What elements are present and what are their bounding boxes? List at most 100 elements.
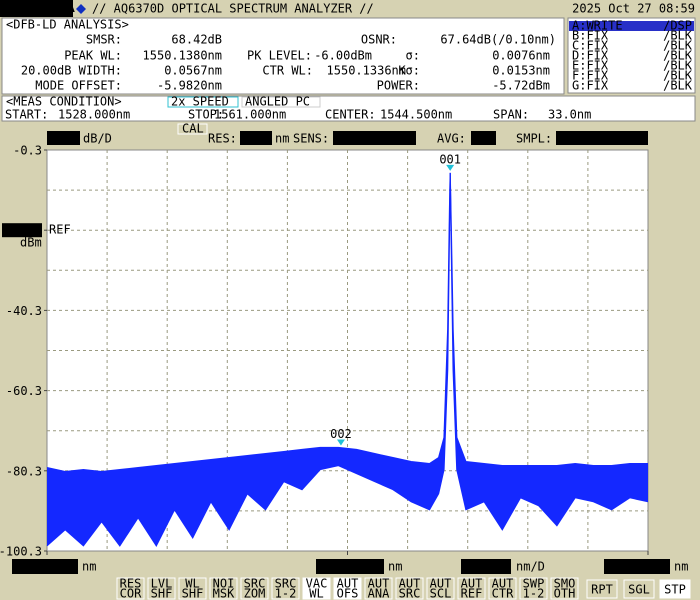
soft-key[interactable] [488,577,517,600]
soft-key-label: SMO [554,577,576,591]
meas-label: CENTER: [325,108,376,122]
x-tick-label-box [12,559,78,574]
analysis-value: 0.0076nm [492,49,550,63]
soft-key[interactable] [178,577,207,600]
trace-mode: /BLK [663,69,693,83]
meas-label: SPAN: [493,108,529,122]
trace-mode: /BLK [663,39,693,53]
res-unit: nm [275,132,289,146]
trace-label: B:FIX [572,29,609,43]
soft-key[interactable] [519,577,548,600]
marker [336,439,345,446]
soft-key-label: SRC [275,577,297,591]
soft-key-label: SHF [182,587,204,600]
meas-value: 1528.000nm [58,108,130,122]
soft-key-label: OTH [554,587,576,600]
meas-value: 1544.500nm [380,108,452,122]
soft-key-label: SRC [244,577,266,591]
x-per-div: 3.30 [479,560,508,574]
soft-key[interactable] [209,577,238,600]
meas-title: <MEAS CONDITION> [6,95,122,109]
soft-key-label: RES [120,577,142,591]
soft-key-label: AUT [399,577,421,591]
y-tick-label: -60.3 [6,384,42,398]
soft-key-label: WL [309,587,323,600]
sweep-key[interactable] [659,579,691,599]
soft-key-label: AUT [368,577,390,591]
y-tick-label: -0.3 [13,144,42,158]
soft-key[interactable] [426,577,455,600]
soft-key-label: AUT [461,577,483,591]
x-tick-label: 1544.500 [323,560,381,574]
soft-key-label: 1-2 [275,587,297,600]
soft-key[interactable] [395,577,424,600]
smpl-label: SMPL: [516,132,552,146]
meas-label: STOP: [188,108,224,122]
trace-label: D:FIX [572,49,609,63]
soft-key-label: AUT [430,577,452,591]
analysis-label: Kσ: [398,64,420,78]
scale-box [47,131,80,145]
trace-fill [47,172,648,546]
sweep-key[interactable] [623,579,655,599]
y-tick-label: -40.3 [6,304,42,318]
soft-key-label: SWP [523,577,545,591]
soft-key-label: ANA [368,587,390,600]
soft-key[interactable] [147,577,176,600]
x-unit: nm [674,560,688,574]
soft-key[interactable] [364,577,393,600]
sens-label: SENS: [293,132,329,146]
trace-mode: /BLK [663,79,693,93]
soft-key-label: WL [185,577,199,591]
x-tick-label-box [316,559,384,574]
analysis-value: -6.00dBm [314,49,372,63]
marker-label: 001 [439,152,461,166]
trace-label: C:FIX [572,39,609,53]
soft-key[interactable] [240,577,269,600]
analysis-title: <DFB-LD ANALYSIS> [6,18,129,32]
analysis-label: OSNR: [361,33,397,47]
y-tick-label: -80.3 [6,464,42,478]
soft-key[interactable] [457,577,486,600]
x-per-div-box [461,559,511,574]
soft-key[interactable] [333,577,362,600]
analysis-label: POWER: [377,79,420,93]
sweep-key[interactable] [586,579,618,599]
brand-icon [76,4,86,14]
analysis-label: SMSR: [86,33,122,47]
x-unit: nm [388,560,402,574]
trace-label: A:WRITE [572,19,623,33]
speed-box [167,96,239,108]
soft-key-label: CTR [492,587,514,600]
cal-box [177,123,208,135]
soft-key[interactable] [116,577,145,600]
trace-mode: /BLK [663,29,693,43]
y-tick-label: -100.3 [0,545,42,559]
analysis-label: PEAK WL: [64,49,122,63]
soft-key-label: AUT [337,577,359,591]
res-label: RES: [208,132,237,146]
brand-box [0,0,73,17]
soft-key[interactable] [302,577,331,600]
analysis-value: -5.9820nm [157,79,222,93]
scale-unit: dB/D [83,132,112,146]
datetime: 2025 Oct 27 08:59 [572,2,695,16]
analysis-label: MODE OFFSET: [35,79,122,93]
sens-box [333,131,416,145]
soft-key[interactable] [271,577,300,600]
soft-key-label: REF [461,587,483,600]
y-tick-label: -20.3 [4,224,40,238]
analysis-value: 1550.1336nm [327,64,406,78]
analysis-value: 0.0567nm [164,64,222,78]
soft-key-label: SRC [399,587,421,600]
trace-mode: /BLK [663,49,693,63]
trace-mode: /DSP [663,19,692,33]
trace-active [569,21,694,31]
soft-key-label: VAC [306,577,328,591]
connector: ANGLED PC [245,95,310,109]
soft-key[interactable] [550,577,579,600]
analysis-value: 68.42dB [171,33,222,47]
marker [446,164,455,171]
brand: YOKOGAWA [3,1,75,15]
